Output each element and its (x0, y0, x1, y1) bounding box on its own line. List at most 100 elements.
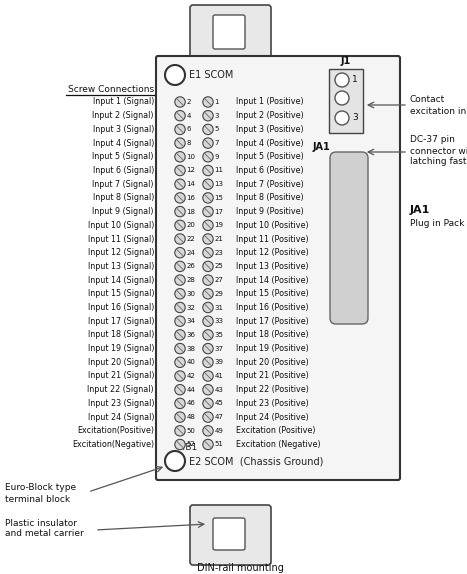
Text: E1 SCOM: E1 SCOM (189, 70, 234, 80)
Circle shape (175, 329, 185, 340)
Text: 35: 35 (214, 332, 223, 338)
Circle shape (335, 111, 349, 125)
Text: Excitation (Positive): Excitation (Positive) (236, 426, 316, 435)
Text: 27: 27 (214, 277, 223, 283)
Text: 43: 43 (214, 387, 223, 393)
Circle shape (203, 97, 213, 107)
Circle shape (175, 425, 185, 436)
Text: Input 14 (Signal): Input 14 (Signal) (88, 276, 154, 285)
Text: 33: 33 (214, 318, 223, 324)
Circle shape (203, 261, 213, 272)
Text: Input 23 (Signal): Input 23 (Signal) (87, 399, 154, 408)
Circle shape (175, 398, 185, 409)
Circle shape (203, 234, 213, 244)
Text: 26: 26 (186, 263, 195, 269)
Text: DC-37 pin: DC-37 pin (410, 135, 455, 145)
Circle shape (175, 124, 185, 134)
Circle shape (203, 165, 213, 176)
Text: 21: 21 (214, 236, 223, 242)
Text: 22: 22 (186, 236, 195, 242)
Text: 28: 28 (186, 277, 195, 283)
Text: Input 24 (Positive): Input 24 (Positive) (236, 413, 309, 421)
Text: Input 17 (Positive): Input 17 (Positive) (236, 317, 309, 325)
Circle shape (175, 165, 185, 176)
Text: 6: 6 (186, 126, 191, 133)
Text: 39: 39 (214, 359, 223, 365)
Text: Input 4 (Positive): Input 4 (Positive) (236, 138, 304, 148)
Text: 37: 37 (214, 346, 223, 352)
Circle shape (175, 371, 185, 381)
Text: 10: 10 (186, 154, 195, 160)
Text: Input 10 (Signal): Input 10 (Signal) (88, 221, 154, 230)
Text: 1: 1 (214, 99, 219, 105)
Circle shape (203, 385, 213, 395)
Circle shape (175, 234, 185, 244)
Text: 44: 44 (186, 387, 195, 393)
Text: 4: 4 (186, 113, 191, 119)
Text: Input 18 (Signal): Input 18 (Signal) (88, 331, 154, 339)
Text: Input 20 (Positive): Input 20 (Positive) (236, 358, 309, 367)
Circle shape (203, 193, 213, 203)
Text: 17: 17 (214, 208, 223, 215)
Circle shape (175, 343, 185, 354)
Text: Input 1 (Signal): Input 1 (Signal) (92, 98, 154, 107)
Text: 50: 50 (186, 428, 195, 434)
Text: 13: 13 (214, 181, 223, 187)
Circle shape (203, 425, 213, 436)
Circle shape (203, 179, 213, 189)
Text: Input 18 (Positive): Input 18 (Positive) (236, 331, 309, 339)
Circle shape (175, 275, 185, 285)
Text: 40: 40 (186, 359, 195, 365)
Text: Input 21 (Signal): Input 21 (Signal) (87, 371, 154, 381)
Text: Excitation(Negative): Excitation(Negative) (72, 440, 154, 449)
Text: Input 13 (Signal): Input 13 (Signal) (88, 262, 154, 271)
Text: 42: 42 (186, 373, 195, 379)
Text: Input 16 (Positive): Input 16 (Positive) (236, 303, 309, 312)
Circle shape (203, 329, 213, 340)
Circle shape (175, 220, 185, 231)
Text: Input 9 (Signal): Input 9 (Signal) (92, 207, 154, 216)
Text: Input 3 (Signal): Input 3 (Signal) (92, 125, 154, 134)
Text: 45: 45 (214, 401, 223, 406)
Text: Input 8 (Positive): Input 8 (Positive) (236, 193, 304, 203)
Text: Input 3 (Positive): Input 3 (Positive) (236, 125, 304, 134)
Circle shape (203, 111, 213, 121)
Text: 19: 19 (214, 222, 223, 228)
Text: 3: 3 (214, 113, 219, 119)
Text: 24: 24 (186, 250, 195, 255)
Text: Input 6 (Positive): Input 6 (Positive) (236, 166, 304, 175)
Text: and metal carrier: and metal carrier (5, 529, 84, 538)
Text: 3: 3 (352, 114, 358, 122)
Circle shape (335, 73, 349, 87)
Circle shape (165, 65, 185, 85)
Text: Euro-Block type: Euro-Block type (5, 483, 76, 492)
Text: 18: 18 (186, 208, 195, 215)
Text: Input 14 (Positive): Input 14 (Positive) (236, 276, 309, 285)
Text: J1: J1 (341, 56, 351, 66)
Text: Input 13 (Positive): Input 13 (Positive) (236, 262, 309, 271)
Circle shape (175, 247, 185, 258)
FancyBboxPatch shape (213, 15, 245, 49)
Text: Input 7 (Positive): Input 7 (Positive) (236, 180, 304, 189)
Circle shape (175, 111, 185, 121)
Circle shape (203, 439, 213, 449)
FancyBboxPatch shape (156, 56, 400, 480)
Text: DIN-rail mounting: DIN-rail mounting (197, 563, 284, 573)
FancyBboxPatch shape (190, 505, 271, 565)
Text: Input 2 (Signal): Input 2 (Signal) (92, 111, 154, 120)
Circle shape (203, 343, 213, 354)
Circle shape (175, 302, 185, 313)
Circle shape (175, 179, 185, 189)
Text: 11: 11 (214, 168, 223, 173)
Circle shape (165, 451, 185, 471)
Text: 29: 29 (214, 291, 223, 297)
Circle shape (175, 385, 185, 395)
Circle shape (203, 316, 213, 327)
Text: 49: 49 (214, 428, 223, 434)
Text: Plug in Pack: Plug in Pack (410, 219, 464, 227)
Text: connector with: connector with (410, 146, 467, 156)
Circle shape (175, 289, 185, 299)
Text: 34: 34 (186, 318, 195, 324)
Circle shape (203, 220, 213, 231)
Circle shape (175, 193, 185, 203)
